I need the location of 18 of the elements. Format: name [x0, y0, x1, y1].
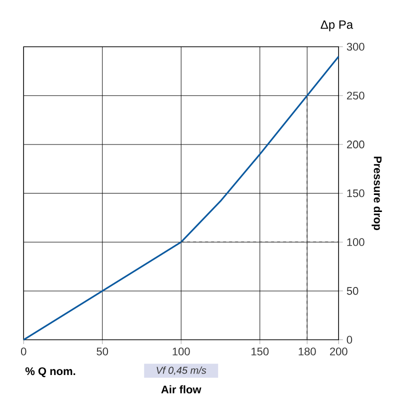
x-tick-label: 100: [172, 348, 190, 356]
y-axis-title: Pressure drop: [372, 156, 382, 230]
y-tick-label: 200: [346, 140, 364, 148]
y-tick-label: 100: [347, 238, 364, 246]
x-tick-label: 200: [330, 348, 348, 356]
x-tick-label: 180: [298, 348, 316, 356]
x-axis-title: Air flow: [161, 385, 202, 394]
text: % Q nom.: [25, 367, 76, 378]
y-tick-label: 50: [346, 287, 358, 295]
text: Δp Pa: [320, 20, 354, 32]
x-tick-label: 0: [20, 348, 26, 356]
y-tick-label: 0: [346, 336, 352, 344]
x-tick-label: 50: [96, 348, 108, 356]
y-tick-label: 150: [347, 189, 364, 198]
text: Vf 0,45 m/s: [156, 366, 206, 376]
y-tick-label: 250: [346, 92, 364, 100]
y-tick-label: 300: [346, 42, 364, 51]
x-tick-label: 150: [252, 348, 269, 356]
